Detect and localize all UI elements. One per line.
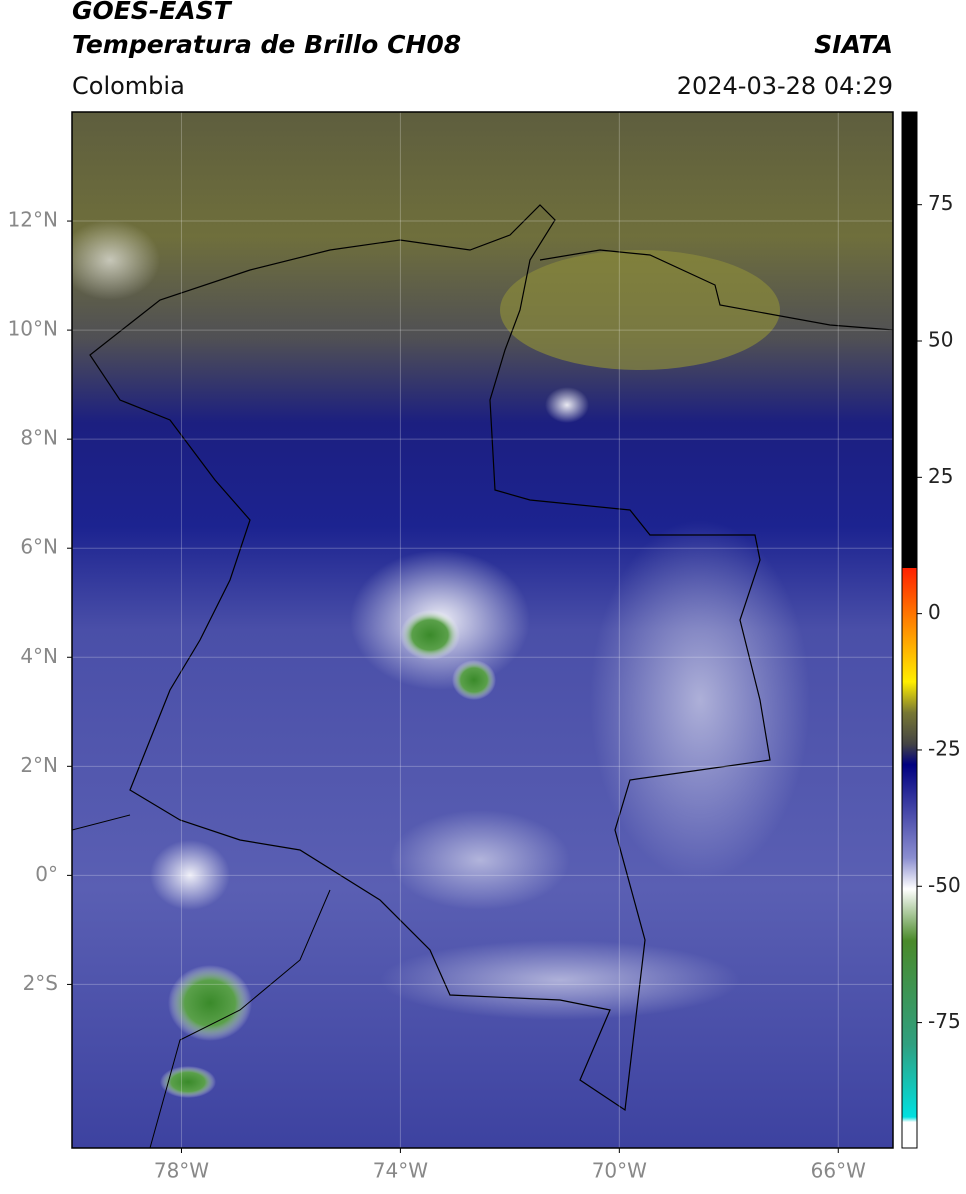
warm-area — [500, 250, 780, 370]
lat-tick-label: 4°N — [20, 644, 58, 668]
colorbar-tick-label: -75 — [928, 1009, 961, 1033]
country-border — [89, 204, 771, 1112]
cold-core — [452, 660, 496, 700]
cloud — [590, 520, 810, 880]
colorbar-tick-label: 75 — [928, 191, 953, 215]
title: GOES-EAST — [72, 0, 233, 25]
colorbar-tick-label: -25 — [928, 736, 961, 760]
coastline — [539, 249, 893, 331]
lat-tick-label: 8°N — [20, 426, 58, 450]
colorbar-tick-label: -50 — [928, 873, 961, 897]
map — [72, 112, 893, 1148]
lon-tick-label: 70°W — [592, 1159, 647, 1183]
map-frame — [71, 111, 894, 1149]
region: Colombia — [72, 72, 185, 100]
cold-core — [400, 610, 460, 660]
lat-tick-label: 12°N — [8, 208, 58, 232]
lon-tick-label: 66°W — [811, 1159, 866, 1183]
cloud — [390, 810, 570, 910]
lon-tick-label: 78°W — [154, 1159, 209, 1183]
cloud — [150, 840, 230, 910]
coastline — [72, 814, 331, 1148]
cold-core — [168, 965, 252, 1041]
cloud — [72, 220, 160, 300]
lat-tick-label: 2°N — [20, 753, 58, 777]
colorbar — [901, 111, 918, 1149]
cloud — [380, 940, 740, 1020]
lon-tick-label: 74°W — [373, 1159, 428, 1183]
lat-tick-label: 10°N — [8, 317, 58, 341]
lat-tick-label: 6°N — [20, 535, 58, 559]
colorbar-tick-label: 50 — [928, 328, 953, 352]
lat-tick-label: 2°S — [23, 971, 58, 995]
lat-tick-label: 0° — [35, 862, 58, 886]
colorbar-tick-label: 0 — [928, 600, 941, 624]
datetime: 2024-03-28 04:29 — [677, 72, 893, 100]
cold-core — [160, 1066, 216, 1098]
cloud — [545, 387, 589, 423]
source: SIATA — [814, 30, 893, 59]
subtitle: Temperatura de Brillo CH08 — [72, 30, 461, 59]
colorbar-tick-label: 25 — [928, 464, 953, 488]
